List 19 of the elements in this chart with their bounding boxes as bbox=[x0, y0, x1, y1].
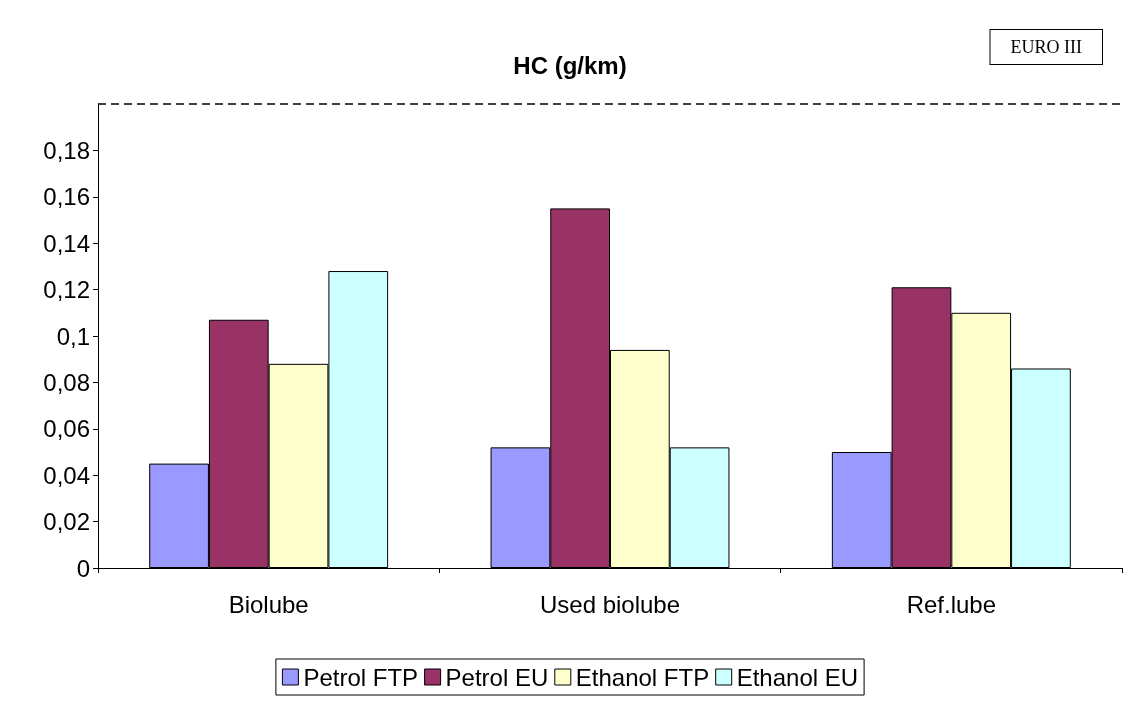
y-tick-label: 0,1 bbox=[56, 322, 90, 350]
y-tick-label: 0,04 bbox=[43, 461, 90, 489]
y-tick-label: 0,02 bbox=[43, 508, 90, 536]
legend-label: Petrol EU bbox=[445, 663, 549, 691]
y-tick-label: 0,16 bbox=[43, 183, 90, 211]
x-tick-label: Ref.lube bbox=[906, 590, 997, 618]
x-tick-label: Used biolube bbox=[539, 590, 681, 618]
legend-label: Ethanol FTP bbox=[575, 663, 710, 691]
legend-label: Ethanol EU bbox=[736, 663, 859, 691]
ref-line-label: EURO III bbox=[1010, 37, 1082, 57]
y-tick-label: 0 bbox=[76, 554, 90, 582]
y-tick-label: 0,18 bbox=[43, 136, 90, 164]
legend-label: Petrol FTP bbox=[303, 663, 419, 691]
y-tick-label: 0,08 bbox=[43, 368, 90, 396]
chart-title: HC (g/km) bbox=[513, 51, 627, 79]
y-tick-label: 0,06 bbox=[43, 415, 90, 443]
y-tick-label: 0,12 bbox=[43, 276, 90, 304]
x-tick-label: Biolube bbox=[228, 590, 309, 618]
y-tick-label: 0,14 bbox=[43, 229, 90, 257]
